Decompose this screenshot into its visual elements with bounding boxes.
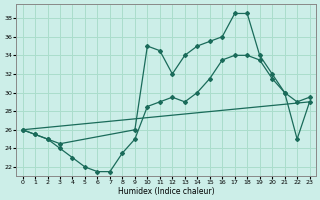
X-axis label: Humidex (Indice chaleur): Humidex (Indice chaleur)	[118, 187, 214, 196]
